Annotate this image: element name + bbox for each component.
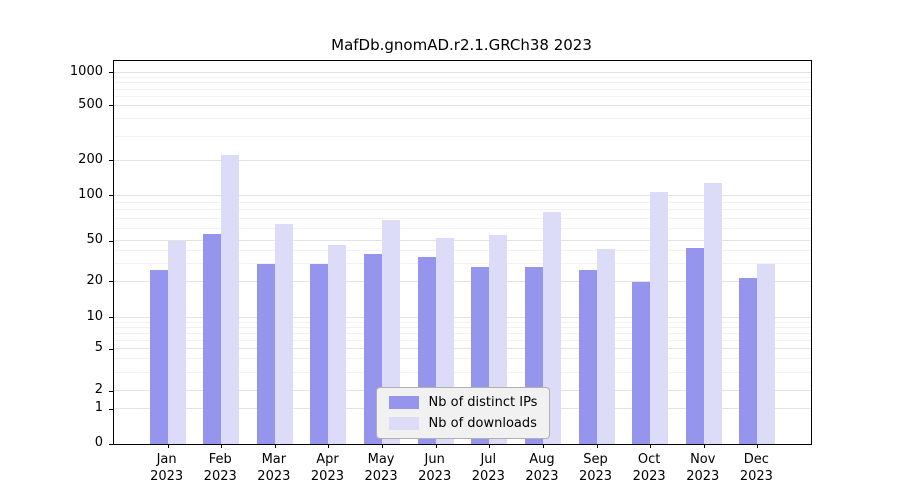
minor-gridline xyxy=(114,201,811,203)
y-tick-label: 200 xyxy=(78,151,103,167)
x-tick-label: Nov 2023 xyxy=(686,452,720,484)
legend-item-distinct-ips: Nb of distinct IPs xyxy=(388,395,538,410)
legend-swatch-distinct-ips xyxy=(388,396,419,409)
x-tick-label: May 2023 xyxy=(364,452,398,484)
legend: Nb of distinct IPs Nb of downloads xyxy=(375,387,551,439)
x-tick-mark xyxy=(703,444,705,448)
x-tick-mark xyxy=(167,444,169,448)
bar-distinct-ips xyxy=(685,247,704,444)
minor-gridline xyxy=(114,96,811,98)
minor-gridline xyxy=(114,321,811,323)
y-tick-mark xyxy=(109,105,113,107)
plot-area: Nb of distinct IPs Nb of downloads xyxy=(109,60,812,448)
y-tick-mark xyxy=(109,443,113,445)
y-tick-label: 20 xyxy=(86,272,103,288)
major-gridline xyxy=(114,240,811,242)
minor-gridline xyxy=(114,135,811,137)
bar-downloads xyxy=(650,191,669,444)
legend-label-downloads: Nb of downloads xyxy=(428,416,537,431)
x-tick-label: Feb 2023 xyxy=(203,452,237,484)
bar-downloads xyxy=(596,248,615,444)
bar-downloads xyxy=(221,155,240,444)
y-tick-label: 2 xyxy=(94,382,103,398)
x-tick-label: Jan 2023 xyxy=(150,452,184,484)
minor-gridline xyxy=(114,262,811,264)
y-tick-label: 5 xyxy=(94,340,103,356)
minor-gridline xyxy=(114,228,811,230)
minor-gridline xyxy=(114,358,811,360)
y-tick-mark xyxy=(109,195,113,197)
chart-title: MafDb.gnomAD.r2.1.GRCh38 2023 xyxy=(331,36,592,54)
bar-downloads xyxy=(757,263,776,444)
x-tick-label: Oct 2023 xyxy=(632,452,666,484)
legend-swatch-downloads xyxy=(388,417,419,430)
x-tick-mark xyxy=(221,444,223,448)
y-tick-mark xyxy=(109,317,113,319)
bar-distinct-ips xyxy=(632,282,651,444)
y-tick-label: 1000 xyxy=(69,63,103,79)
major-gridline xyxy=(114,104,811,106)
bar-distinct-ips xyxy=(310,263,329,444)
minor-gridline xyxy=(114,339,811,341)
x-tick-mark xyxy=(542,444,544,448)
y-tick-mark xyxy=(109,348,113,350)
bar-distinct-ips xyxy=(578,270,597,444)
y-tick-mark xyxy=(109,390,113,392)
legend-label-distinct-ips: Nb of distinct IPs xyxy=(428,395,538,410)
minor-gridline xyxy=(114,82,811,84)
x-tick-label: Jun 2023 xyxy=(418,452,452,484)
minor-gridline xyxy=(114,76,811,78)
minor-gridline xyxy=(114,118,811,120)
x-tick-label: Apr 2023 xyxy=(310,452,344,484)
y-tick-mark xyxy=(109,160,113,162)
major-gridline xyxy=(114,281,811,282)
y-tick-label: 0 xyxy=(94,435,103,450)
x-tick-label: Aug 2023 xyxy=(525,452,559,484)
y-tick-label: 100 xyxy=(78,186,103,202)
bar-distinct-ips xyxy=(203,233,222,444)
y-tick-mark xyxy=(109,72,113,74)
y-tick-mark xyxy=(109,281,113,283)
minor-gridline xyxy=(114,250,811,251)
x-tick-mark xyxy=(274,444,276,448)
x-tick-label: Mar 2023 xyxy=(257,452,291,484)
major-gridline xyxy=(114,194,811,196)
x-tick-mark xyxy=(596,444,598,448)
major-gridline xyxy=(114,317,811,318)
y-tick-mark xyxy=(109,240,113,242)
bar-distinct-ips xyxy=(149,270,168,444)
minor-gridline xyxy=(114,218,811,220)
x-tick-mark xyxy=(489,444,491,448)
bar-downloads xyxy=(328,244,347,444)
minor-gridline xyxy=(114,209,811,211)
y-tick-label: 10 xyxy=(86,308,103,324)
x-tick-label: Sep 2023 xyxy=(578,452,613,484)
bar-downloads xyxy=(274,223,293,444)
y-tick-mark xyxy=(109,408,113,410)
y-tick-label: 500 xyxy=(78,96,103,112)
major-gridline xyxy=(114,348,811,350)
bar-distinct-ips xyxy=(256,263,275,444)
minor-gridline xyxy=(114,332,811,334)
y-tick-label: 50 xyxy=(86,232,103,247)
minor-gridline xyxy=(114,88,811,90)
minor-gridline xyxy=(114,326,811,328)
bar-downloads xyxy=(167,241,186,444)
x-tick-mark xyxy=(757,444,759,448)
bar-distinct-ips xyxy=(739,277,758,444)
bar-downloads xyxy=(542,212,561,444)
x-tick-mark xyxy=(382,444,384,448)
x-tick-label: Jul 2023 xyxy=(471,452,505,484)
x-tick-label: Dec 2023 xyxy=(739,452,773,484)
legend-item-downloads: Nb of downloads xyxy=(388,416,538,431)
x-tick-mark xyxy=(328,444,330,448)
x-tick-mark xyxy=(435,444,437,448)
major-gridline xyxy=(114,71,811,73)
x-tick-mark xyxy=(650,444,652,448)
major-gridline xyxy=(114,159,811,161)
y-tick-label: 1 xyxy=(94,400,103,416)
minor-gridline xyxy=(114,371,811,373)
bar-downloads xyxy=(703,182,722,444)
